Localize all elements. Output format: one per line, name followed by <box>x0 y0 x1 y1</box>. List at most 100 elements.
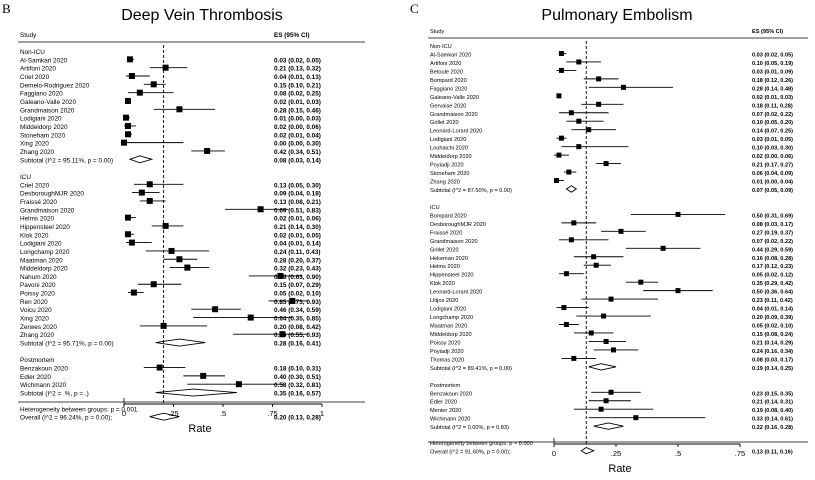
es-value: 0.10 (0.03, 0.30) <box>752 146 793 152</box>
study-label: Grandmaison 2020 <box>20 107 75 114</box>
study-label: Lodigiani 2020 <box>430 307 466 313</box>
study-label: Wichmann 2020 <box>430 417 470 423</box>
es-value: 0.80 (0.55, 0.93) <box>274 332 321 339</box>
es-value: 0.17 (0.12, 0.23) <box>752 264 793 270</box>
es-value: 0.21 (0.14, 0.30) <box>274 224 321 231</box>
es-value: 0.50 (0.36, 0.64) <box>752 290 793 296</box>
point-estimate-square <box>586 127 592 133</box>
es-value: 0.15 (0.08, 0.24) <box>752 332 793 338</box>
study-label: Voicu 2020 <box>20 307 52 314</box>
point-estimate-square <box>156 364 163 371</box>
es-value: 0.85 (0.73, 0.93) <box>274 299 321 306</box>
column-header-es: ES (95% CI) <box>274 32 310 39</box>
study-label: Llitjos 2020 <box>430 298 458 304</box>
point-estimate-square <box>124 231 131 238</box>
point-estimate-square <box>558 135 564 141</box>
es-value: 0.02 (0.00, 0.06) <box>752 154 793 160</box>
point-estimate-square <box>603 398 609 404</box>
chart-title: Pulmonary Embolism <box>541 7 692 24</box>
point-estimate-square <box>608 296 614 302</box>
x-axis-label: Rate <box>608 463 631 475</box>
es-value: 0.20 (0.08, 0.42) <box>274 324 321 331</box>
point-estimate-square <box>184 264 191 271</box>
es-value: 0.44 (0.29, 0.59) <box>752 247 793 253</box>
point-estimate-square <box>596 76 602 82</box>
es-value: 0.23 (0.11, 0.42) <box>752 298 793 304</box>
es-value: 0.18 (0.11, 0.28) <box>752 103 793 109</box>
es-value: 0.64 (0.35, 0.85) <box>274 316 321 323</box>
point-estimate-square <box>558 50 564 56</box>
es-value: 0.46 (0.34, 0.59) <box>274 307 321 314</box>
overall-es-value: 0.20 (0.13, 0.28) <box>274 415 321 422</box>
subtotal-es-value: 0.08 (0.03, 0.14) <box>274 157 321 164</box>
point-estimate-square <box>556 152 562 158</box>
x-tick-label: .25 <box>168 409 178 418</box>
point-estimate-square <box>598 406 604 412</box>
study-label: Bompard 2020 <box>430 213 467 219</box>
study-label: Stoneham 2020 <box>20 132 66 139</box>
x-tick-label: .75 <box>735 449 745 458</box>
es-value: 0.15 (0.07, 0.29) <box>274 282 321 289</box>
point-estimate-square <box>566 169 572 175</box>
study-label: Hekeman 2020 <box>430 256 468 262</box>
point-estimate-square <box>660 245 666 251</box>
x-tick-label: 0 <box>552 449 556 458</box>
study-label: Grandmaison 2020 <box>430 239 478 245</box>
subtotal-diamond <box>128 155 154 164</box>
study-label: Poissy 2020 <box>430 340 460 346</box>
subtotal-diamond <box>155 388 237 397</box>
study-label: DesboroughMJR 2020 <box>430 222 486 228</box>
point-estimate-square <box>561 305 567 311</box>
es-value: 0.00 (0.00, 0.30) <box>274 141 321 148</box>
es-value: 0.21 (0.13, 0.32) <box>274 66 321 73</box>
group-label: Postmortem <box>430 383 460 389</box>
subtotal-diamond <box>588 363 617 371</box>
point-estimate-square <box>212 306 219 313</box>
x-tick-label: .5 <box>675 449 681 458</box>
es-value: 0.04 (0.01, 0.14) <box>752 307 793 313</box>
study-label: Middeldorp 2020 <box>20 266 68 273</box>
es-value: 0.10 (0.05, 0.19) <box>752 61 793 67</box>
study-label: Helms 2020 <box>430 264 460 270</box>
group-label: ICU <box>20 174 31 181</box>
es-value: 0.58 (0.32, 0.81) <box>274 382 321 389</box>
es-value: 0.06 (0.04, 0.09) <box>752 171 793 177</box>
point-estimate-square <box>122 114 129 121</box>
study-label: Longchamp 2020 <box>430 315 473 321</box>
es-value: 0.32 (0.23, 0.43) <box>274 266 321 273</box>
point-estimate-square <box>124 97 131 104</box>
group-label: Non-ICU <box>430 44 452 50</box>
chart-title: Deep Vein Thrombosis <box>121 7 283 24</box>
es-value: 0.02 (0.00, 0.06) <box>274 124 321 131</box>
overall-diamond <box>580 447 595 455</box>
subtotal-diamond <box>565 185 578 193</box>
es-value: 0.18 (0.12, 0.26) <box>752 78 793 84</box>
point-estimate-square <box>289 297 296 304</box>
study-label: DesboroughMJR 2020 <box>20 191 84 198</box>
study-label: Bompard 2020 <box>430 78 467 84</box>
overall-diamond <box>149 412 180 421</box>
study-label: Pavoni 2020 <box>20 282 56 289</box>
point-estimate-square <box>563 322 569 328</box>
point-estimate-square <box>130 289 137 296</box>
es-value: 0.15 (0.10, 0.21) <box>274 82 321 89</box>
es-value: 0.19 (0.08, 0.40) <box>752 408 793 414</box>
group-label: ICU <box>430 205 440 211</box>
es-value: 0.69 (0.51, 0.83) <box>274 207 321 214</box>
es-value: 0.09 (0.04, 0.18) <box>274 191 321 198</box>
study-label: Lodigiani 2020 <box>20 116 62 123</box>
subtotal-es-value: 0.19 (0.14, 0.25) <box>752 366 793 372</box>
es-value: 0.28 (0.20, 0.37) <box>274 257 321 264</box>
point-estimate-square <box>675 211 681 217</box>
subtotal-diamond <box>593 422 624 430</box>
study-label: Lodigiani 2020 <box>430 137 466 143</box>
study-label: Poyiadji 2020 <box>430 163 464 169</box>
study-label: Artifoni 2020 <box>20 66 56 73</box>
study-label: Criel 2020 <box>20 182 50 189</box>
study-label: Artifoni 2020 <box>430 61 461 67</box>
es-value: 0.01 (0.00, 0.04) <box>752 180 793 186</box>
study-label: Fraissé 2020 <box>430 230 462 236</box>
point-estimate-square <box>611 347 617 353</box>
point-estimate-square <box>277 272 284 279</box>
